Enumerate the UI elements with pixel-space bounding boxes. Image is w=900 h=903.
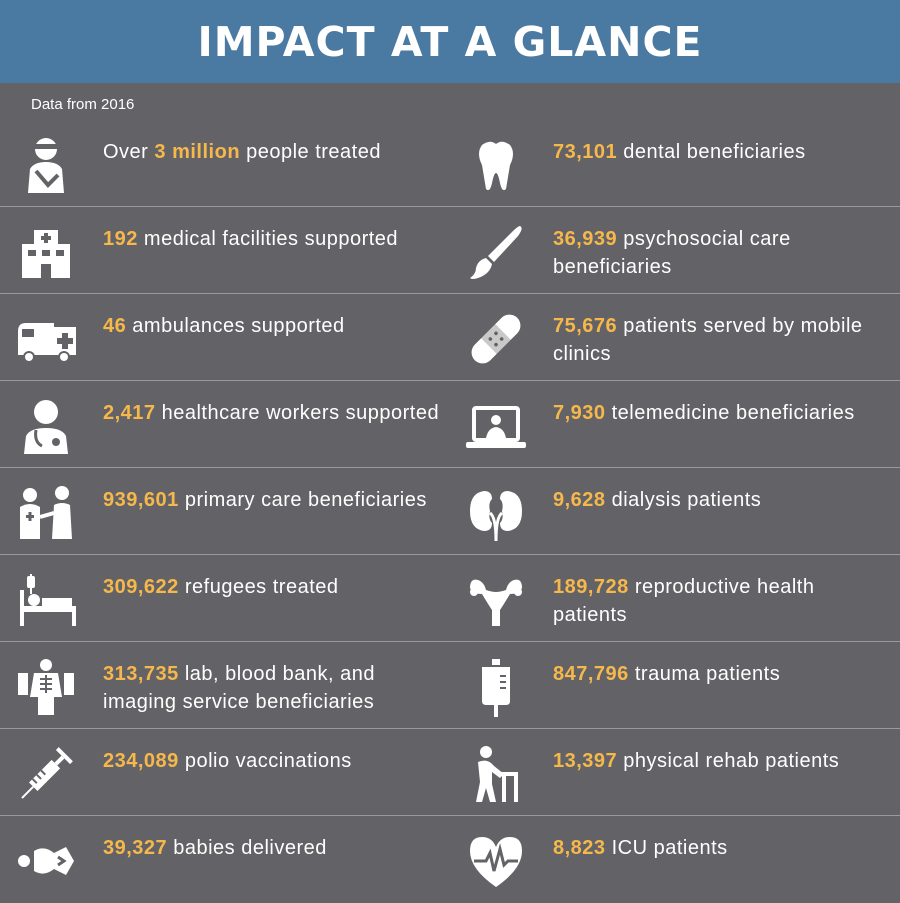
- tooth-icon: [464, 135, 528, 195]
- row-divider: [0, 293, 900, 294]
- stat-label: reproductive health patients: [553, 576, 815, 626]
- stat-text: 2,417 healthcare workers supported: [103, 399, 443, 427]
- stat-text: 9,628 dialysis patients: [553, 486, 893, 514]
- uterus-icon: [464, 570, 528, 630]
- hospital-icon: [14, 222, 78, 282]
- stat-number: 234,089: [103, 750, 179, 772]
- row-divider: [0, 380, 900, 381]
- stat-row: Over 3 million people treated 73,101 dent…: [0, 120, 900, 207]
- row-divider: [0, 467, 900, 468]
- iv-bag-icon: [464, 657, 528, 717]
- stat-label: dental beneficiaries: [617, 141, 806, 163]
- kidneys-icon: [464, 483, 528, 543]
- stat-number: 13,397: [553, 750, 618, 772]
- stat-number: 46: [103, 315, 127, 337]
- stat-label: lab, blood bank, and imaging service ben…: [103, 663, 375, 713]
- stat-row: 39,327 babies delivered 8,823 ICU patient…: [0, 816, 900, 903]
- stat-text: 192 medical facilities supported: [103, 225, 443, 253]
- stat-text: 36,939 psychosocial care beneficiaries: [553, 225, 893, 281]
- stat-number: 847,796: [553, 663, 629, 685]
- stat-label: telemedicine beneficiaries: [605, 402, 855, 424]
- stat-text: 75,676 patients served by mobile clinics: [553, 312, 893, 368]
- injured-person-icon: [14, 135, 78, 195]
- stat-number: 39,327: [103, 837, 168, 859]
- stat-label: ICU patients: [605, 837, 728, 859]
- stat-label: physical rehab patients: [617, 750, 840, 772]
- stat-label: ambulances supported: [126, 315, 345, 337]
- walker-icon: [464, 744, 528, 804]
- stat-label: babies delivered: [167, 837, 327, 859]
- stat-text: 847,796 trauma patients: [553, 660, 893, 688]
- stat-number: 3 million: [154, 141, 241, 163]
- stat-label: psychosocial care beneficiaries: [553, 228, 791, 278]
- stat-number: 8,823: [553, 837, 606, 859]
- stat-number: 189,728: [553, 576, 629, 598]
- stat-text: 313,735 lab, blood bank, and imaging ser…: [103, 660, 443, 716]
- stat-text: 189,728 reproductive health patients: [553, 573, 893, 629]
- stat-number: 309,622: [103, 576, 179, 598]
- stat-prefix: Over: [103, 141, 155, 163]
- hospital-bed-icon: [14, 570, 78, 630]
- data-year-note: Data from 2016: [31, 96, 135, 113]
- stat-text: 7,930 telemedicine beneficiaries: [553, 399, 893, 427]
- stat-label: polio vaccinations: [178, 750, 352, 772]
- stat-text: 13,397 physical rehab patients: [553, 747, 893, 775]
- stat-row: 192 medical facilities supported 36,939 p…: [0, 207, 900, 294]
- stat-label: people treated: [240, 141, 381, 163]
- stat-text: 309,622 refugees treated: [103, 573, 443, 601]
- laptop-doctor-icon: [464, 396, 528, 456]
- page-title: IMPACT AT A GLANCE: [197, 17, 703, 66]
- stat-text: 73,101 dental beneficiaries: [553, 138, 893, 166]
- stat-number: 313,735: [103, 663, 179, 685]
- stat-row: 46 ambulances supported 75,676 patients s…: [0, 294, 900, 381]
- doctor-icon: [14, 396, 78, 456]
- stat-row: 939,601 primary care beneficiaries 9,628 …: [0, 468, 900, 555]
- heartbeat-icon: [464, 831, 528, 891]
- stat-text: Over 3 million people treated: [103, 138, 443, 166]
- paintbrush-icon: [464, 222, 528, 282]
- row-divider: [0, 554, 900, 555]
- stat-text: 39,327 babies delivered: [103, 834, 443, 862]
- stat-text: 8,823 ICU patients: [553, 834, 893, 862]
- stat-row: 309,622 refugees treated 189,728 reproduc…: [0, 555, 900, 642]
- stat-number: 75,676: [553, 315, 618, 337]
- stat-text: 234,089 polio vaccinations: [103, 747, 443, 775]
- stat-label: healthcare workers supported: [155, 402, 440, 424]
- baby-icon: [14, 831, 78, 891]
- stat-number: 939,601: [103, 489, 179, 511]
- stat-row: 313,735 lab, blood bank, and imaging ser…: [0, 642, 900, 729]
- row-divider: [0, 815, 900, 816]
- row-divider: [0, 641, 900, 642]
- stat-label: medical facilities supported: [137, 228, 399, 250]
- stat-label: refugees treated: [178, 576, 339, 598]
- stat-label: trauma patients: [628, 663, 781, 685]
- stat-number: 7,930: [553, 402, 606, 424]
- stat-label: dialysis patients: [605, 489, 762, 511]
- stat-number: 2,417: [103, 402, 156, 424]
- stat-row: 2,417 healthcare workers supported 7,930 …: [0, 381, 900, 468]
- doctor-patient-icon: [14, 483, 78, 543]
- stat-label: primary care beneficiaries: [178, 489, 427, 511]
- stat-number: 192: [103, 228, 138, 250]
- syringe-icon: [14, 744, 78, 804]
- row-divider: [0, 728, 900, 729]
- stat-number: 9,628: [553, 489, 606, 511]
- row-divider: [0, 206, 900, 207]
- stat-number: 36,939: [553, 228, 618, 250]
- stat-row: 234,089 polio vaccinations 13,397 physica…: [0, 729, 900, 816]
- xray-icon: [14, 657, 78, 717]
- ambulance-icon: [14, 309, 78, 369]
- stat-text: 939,601 primary care beneficiaries: [103, 486, 443, 514]
- stat-label: patients served by mobile clinics: [553, 315, 863, 365]
- stat-number: 73,101: [553, 141, 618, 163]
- stat-text: 46 ambulances supported: [103, 312, 443, 340]
- bandage-icon: [464, 309, 528, 369]
- header-banner: IMPACT AT A GLANCE: [0, 0, 900, 83]
